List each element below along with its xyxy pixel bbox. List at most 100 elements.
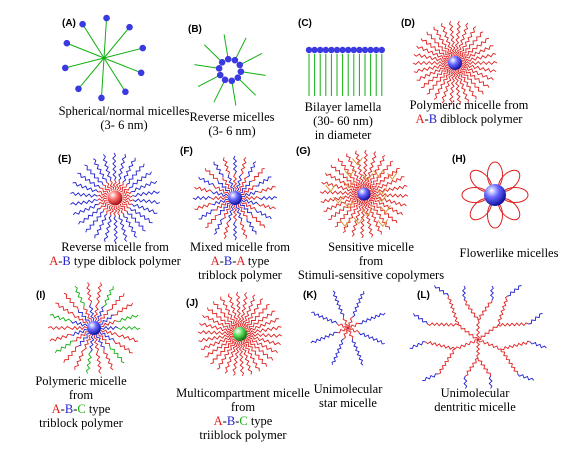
caption-k: Unimolecular star micelle [313,382,383,410]
polymer-chain [74,349,85,370]
polymer-chain [320,193,359,204]
stimuli-responsive-block [386,171,398,181]
polymer-chain [213,185,230,195]
micelle-g [319,149,409,239]
polymer-chain [70,328,88,336]
surfactant-head [228,77,236,85]
polymer-chain [239,221,248,239]
polymer-chain [240,157,247,176]
polymer-chain [255,176,272,187]
surfactant-tail [239,52,263,66]
polymer-chain [449,69,456,106]
lipid-head [373,46,380,54]
polymer-chain [199,322,234,333]
polymer-chain [330,164,360,191]
polymer-chain [240,340,253,375]
polymer-chain [246,318,280,333]
panel-label-a: (A) [62,18,76,29]
panel-label-g: (G) [296,146,311,157]
star-arm-core [343,327,349,340]
polymer-chain [109,293,125,311]
polymer-chain [198,333,234,343]
polymer-chain [241,195,260,201]
polymer-chain [132,190,160,198]
polymer-chain [131,203,158,214]
polymer-chain [224,340,238,374]
polymer-chain [98,309,110,324]
polymer-chain [202,314,235,332]
lipid-head [305,46,313,54]
dendrimer-branch [462,285,466,301]
polymer-chain [241,185,256,195]
micelle-b [194,34,266,106]
surfactant-tail [223,34,229,60]
dendrimer-branch [529,341,547,349]
polymer-chain [216,339,237,370]
stimuli-responsive-block [376,187,388,196]
micelle-a [61,14,147,102]
caption-h: Flowerlike micelles [459,246,559,260]
dendrimer-branch [476,319,480,341]
polymer-chain [85,211,104,233]
polymer-chain [461,65,494,81]
polymer-chain [131,180,158,193]
lipid-head [345,46,352,54]
stimuli-responsive-block [377,219,389,228]
polymer-chain [118,204,124,215]
polymer-chain [103,286,114,307]
surfactant-tail [231,80,237,106]
polymer-chain [433,26,452,57]
micelle-d [412,20,498,106]
polymer-chain [365,199,382,235]
polymer-chain [239,180,253,194]
polymer-chain [132,198,160,205]
surfactant-tail [237,77,256,96]
stimuli-responsive-block [362,208,373,217]
polymer-chain [117,325,141,331]
polymer-chain [123,213,137,238]
panel-label-b: (B) [188,24,202,35]
polymer-chain [69,325,88,331]
polymer-chain [448,21,456,57]
polymer-chain [222,157,231,175]
polymer-chain [251,214,266,228]
caption-a: Spherical/normal micelles (3- 6 nm) [58,104,190,132]
panel-label-h: (H) [452,154,466,165]
polymer-chain [246,218,257,235]
polymer-chain [63,345,79,363]
polymer-chain [321,181,359,193]
polymer-chain [205,214,219,229]
polymer-chain [354,150,365,189]
polymer-chain [232,340,241,376]
dendrimer-branch [477,324,499,341]
polymer-chain [115,180,121,191]
surfactant-tail [197,74,221,88]
polymer-chain [129,171,152,188]
polymer-chain [232,204,238,223]
polymer-chain [98,333,111,347]
polymer-chain [245,338,274,361]
polymer-chain [47,325,71,331]
polymer-chain [369,192,409,198]
polymer-chain [238,340,245,377]
polymer-chain [192,195,212,201]
dendrimer-branch [517,373,535,381]
panel-label-l: (L) [417,290,430,301]
polymer-chain [213,218,224,235]
polymer-chain [413,53,449,63]
lipid-head [350,46,357,54]
polymer-chain [126,211,146,232]
polymer-chain [102,203,110,212]
polymer-chain [258,185,276,194]
polymer-chain [115,205,121,216]
polymer-chain [72,182,99,193]
polymer-chain [70,320,88,327]
star-arm-shell [352,291,365,318]
star-arm-shell [359,312,386,325]
polymer-chain [232,155,238,175]
lipid-head [317,46,324,54]
stimuli-responsive-block [362,173,373,182]
polymer-chain [217,180,231,194]
polymer-chain [88,304,95,322]
